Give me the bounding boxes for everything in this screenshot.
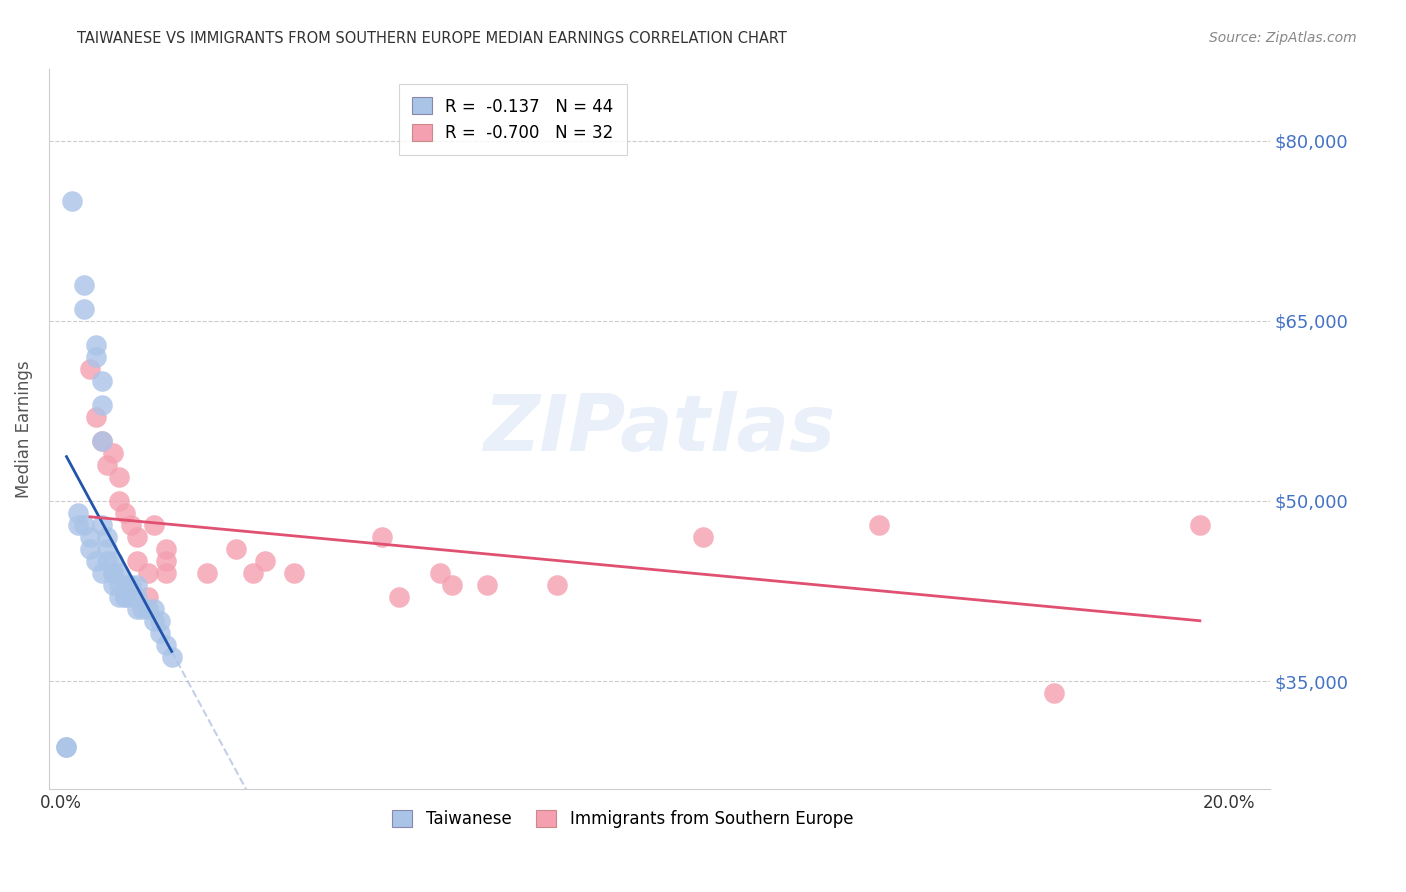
Point: [114, 506, 136, 520]
Point: [136, 602, 159, 616]
Point: [242, 566, 264, 580]
Point: [73, 301, 96, 316]
Point: [103, 578, 125, 592]
Point: [96, 530, 118, 544]
Point: [84, 409, 107, 424]
Point: [131, 602, 153, 616]
Point: [55, 740, 77, 755]
Point: [114, 590, 136, 604]
Point: [96, 541, 118, 556]
Legend: Taiwanese, Immigrants from Southern Europe: Taiwanese, Immigrants from Southern Euro…: [385, 804, 860, 835]
Y-axis label: Median Earnings: Median Earnings: [15, 360, 32, 498]
Point: [103, 566, 125, 580]
Point: [103, 566, 125, 580]
Point: [108, 590, 131, 604]
Point: [84, 554, 107, 568]
Point: [136, 566, 159, 580]
Point: [546, 578, 568, 592]
Point: [143, 614, 166, 628]
Point: [90, 374, 112, 388]
Point: [125, 602, 148, 616]
Point: [155, 541, 177, 556]
Point: [108, 566, 131, 580]
Point: [90, 398, 112, 412]
Point: [155, 554, 177, 568]
Point: [125, 578, 148, 592]
Point: [254, 554, 277, 568]
Point: [84, 350, 107, 364]
Point: [103, 446, 125, 460]
Point: [149, 614, 172, 628]
Point: [125, 554, 148, 568]
Point: [160, 650, 183, 665]
Point: [90, 566, 112, 580]
Point: [90, 434, 112, 448]
Text: Source: ZipAtlas.com: Source: ZipAtlas.com: [1209, 31, 1357, 45]
Point: [114, 578, 136, 592]
Point: [67, 506, 90, 520]
Point: [103, 554, 125, 568]
Point: [55, 740, 77, 755]
Point: [125, 530, 148, 544]
Point: [143, 518, 166, 533]
Point: [60, 194, 83, 208]
Point: [79, 541, 101, 556]
Point: [429, 566, 451, 580]
Point: [67, 518, 90, 533]
Point: [108, 494, 131, 508]
Point: [73, 518, 96, 533]
Point: [79, 530, 101, 544]
Point: [120, 518, 142, 533]
Point: [143, 602, 166, 616]
Point: [108, 470, 131, 484]
Point: [84, 338, 107, 352]
Point: [692, 530, 714, 544]
Point: [155, 566, 177, 580]
Point: [73, 277, 96, 292]
Point: [96, 458, 118, 472]
Point: [1043, 686, 1066, 700]
Point: [155, 638, 177, 652]
Text: TAIWANESE VS IMMIGRANTS FROM SOUTHERN EUROPE MEDIAN EARNINGS CORRELATION CHART: TAIWANESE VS IMMIGRANTS FROM SOUTHERN EU…: [77, 31, 787, 46]
Point: [90, 518, 112, 533]
Point: [475, 578, 498, 592]
Point: [120, 590, 142, 604]
Point: [108, 578, 131, 592]
Point: [388, 590, 411, 604]
Point: [868, 518, 890, 533]
Point: [371, 530, 394, 544]
Point: [125, 590, 148, 604]
Point: [120, 578, 142, 592]
Point: [136, 590, 159, 604]
Point: [195, 566, 218, 580]
Point: [96, 554, 118, 568]
Point: [441, 578, 464, 592]
Point: [90, 434, 112, 448]
Text: ZIPatlas: ZIPatlas: [484, 391, 835, 467]
Point: [283, 566, 305, 580]
Point: [114, 590, 136, 604]
Point: [1188, 518, 1211, 533]
Point: [225, 541, 247, 556]
Point: [149, 626, 172, 640]
Point: [79, 361, 101, 376]
